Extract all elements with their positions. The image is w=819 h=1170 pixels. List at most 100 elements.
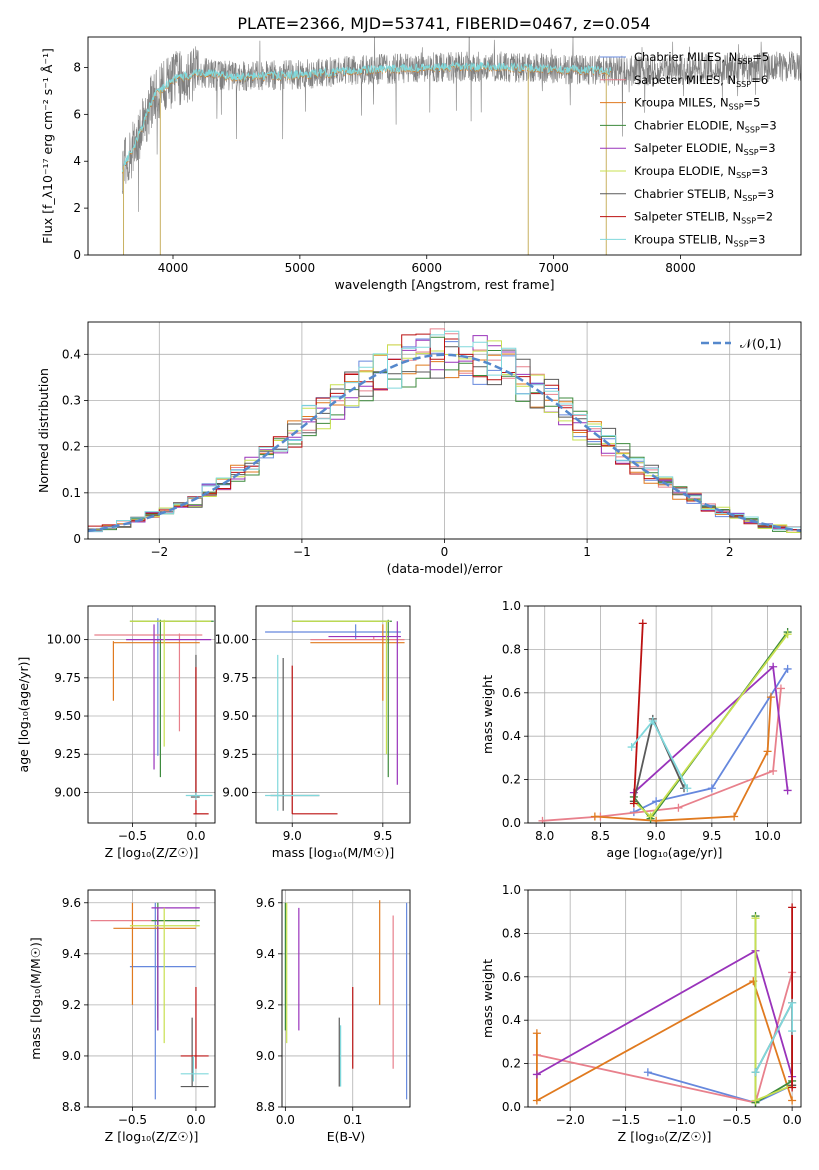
series-marker (788, 1027, 797, 1036)
panels: 4000 5000 6000 7000 8000 0 2 4 6 8 wavelength [Ang… (16, 36, 802, 1144)
y-tick-label: 9.0 (62, 1049, 81, 1063)
y-tick-label: 9.50 (54, 709, 81, 723)
mass-vs-Z-panel: −0.5 0.0 8.8 9.0 9.2 9.4 9.6 Z [log₁₀(Z/Z☉)] mas… (28, 889, 216, 1144)
weight-vs-age-panel: 8.0 8.5 9.0 9.5 10.0 0.0 0.2 0.4 0.6 0.8 1.0 age [l… (480, 599, 802, 860)
y-axis-label: mass weight (480, 675, 495, 754)
y-tick-label: 0.8 (502, 642, 521, 656)
x-tick-label: 0.0 (783, 1113, 802, 1127)
figure-title: PLATE=2366, MJD=53741, FIBERID=0467, z=0… (237, 14, 650, 33)
y-tick-label: 9.6 (62, 896, 81, 910)
y-tick-label: 9.2 (256, 998, 275, 1012)
series-marker (751, 1096, 760, 1105)
axes-frame (527, 605, 802, 824)
weight-vs-Z-panel: −2.0 −1.5 −1.0 −0.5 0.0 0.0 0.2 0.4 0.6 0.8 1.0 Z [… (480, 883, 802, 1144)
series-line (594, 697, 772, 822)
series-marker (652, 816, 661, 823)
series-marker (627, 743, 636, 752)
y-tick-label: 0.2 (502, 1057, 521, 1071)
y-tick-label: 8 (73, 60, 81, 74)
model-spectrum-line (121, 61, 612, 173)
series-marker (629, 799, 638, 808)
legend-entry: Salpeter ELODIE, NSSP=3 (634, 141, 776, 157)
y-axis-label: mass weight (480, 959, 495, 1038)
series-marker (788, 903, 797, 912)
spectrum-panel: 4000 5000 6000 7000 8000 0 2 4 6 8 wavelength [Ang… (40, 36, 802, 292)
y-tick-label: 0.4 (502, 729, 521, 743)
y-tick-label: 9.25 (54, 747, 81, 761)
weight-lines (532, 903, 797, 1107)
legend-entry: Kroupa MILES, NSSP=5 (634, 96, 760, 112)
x-tick-label: 0.0 (186, 1113, 205, 1127)
x-axis-label: E(B-V) (327, 1129, 366, 1144)
x-tick-label: −0.5 (118, 829, 147, 843)
age-vs-Z-panel: −0.5 0.0 9.00 9.25 9.50 9.75 10.00 Z [log₁₀(Z/Z… (16, 605, 216, 860)
y-tick-label: 0.4 (62, 347, 81, 361)
y-tick-label: 9.75 (222, 671, 249, 685)
x-tick-label: 0.0 (276, 1113, 295, 1127)
series-marker (532, 1096, 541, 1105)
x-tick-label: 9.0 (647, 829, 666, 843)
axes-frame (87, 889, 216, 1108)
y-axis-label: mass [log₁₀(M/M☉)] (28, 937, 43, 1059)
x-tick-label: −1.5 (611, 1113, 640, 1127)
x-axis-label: (data-model)/error (387, 561, 504, 576)
y-axis-label: Normed distribution (36, 368, 51, 493)
x-tick-label: 9.0 (283, 829, 302, 843)
series-marker (751, 914, 760, 923)
y-tick-label: 8.8 (256, 1100, 275, 1114)
series-line (536, 949, 793, 1077)
y-tick-label: 2 (73, 201, 81, 215)
y-tick-label: 9.4 (256, 947, 275, 961)
x-tick-label: 4000 (158, 261, 189, 275)
series-marker (648, 717, 657, 726)
y-tick-label: 0.1 (62, 486, 81, 500)
y-axis-label: age [log₁₀(age/yr)] (16, 657, 31, 773)
x-tick-label: 1 (583, 545, 591, 559)
axes-frame (87, 605, 216, 824)
legend-entry: Salpeter MILES, NSSP=6 (634, 73, 768, 89)
y-tick-label: 0.6 (502, 970, 521, 984)
age-vs-mass-panel: 9.0 9.5 9.00 9.25 9.50 9.75 10.00 mass [log₁₀(M… (215, 605, 411, 860)
series-marker (751, 1068, 760, 1077)
series-marker (776, 684, 785, 693)
x-axis-label: age [log₁₀(age/yr)] (607, 845, 723, 860)
series-marker (783, 664, 792, 673)
y-tick-label: 0.2 (502, 773, 521, 787)
x-tick-label: 0.0 (186, 829, 205, 843)
series-line (754, 916, 793, 1105)
series-marker (674, 803, 683, 812)
x-tick-label: −2 (150, 545, 168, 559)
series-line (754, 918, 793, 1102)
series-marker (783, 786, 792, 795)
x-tick-label: −2.0 (556, 1113, 585, 1127)
y-tick-label: 1.0 (502, 883, 521, 897)
series-line (633, 631, 789, 821)
x-tick-label: 5000 (285, 261, 316, 275)
y-tick-label: 0.8 (502, 926, 521, 940)
y-tick-label: 8.8 (62, 1100, 81, 1114)
errorbars (284, 900, 408, 1100)
x-tick-label: −0.5 (722, 1113, 751, 1127)
y-tick-label: 4 (73, 154, 81, 168)
x-axis-label: wavelength [Angstrom, rest frame] (334, 277, 554, 292)
y-tick-label: 0.6 (502, 686, 521, 700)
y-tick-label: 9.4 (62, 947, 81, 961)
x-axis-label: Z [log₁₀(Z/Z☉)] (105, 845, 199, 860)
y-tick-label: 0.2 (62, 440, 81, 454)
axes-frame (527, 889, 802, 1108)
y-tick-label: 9.00 (54, 785, 81, 799)
axes-frame (281, 889, 411, 1108)
x-tick-label: −0.5 (118, 1113, 147, 1127)
series-line (633, 668, 789, 813)
y-tick-label: 0.3 (62, 393, 81, 407)
x-tick-label: 8000 (665, 261, 696, 275)
series-marker (646, 812, 655, 821)
legend-entry: Kroupa STELIB, NSSP=3 (634, 232, 765, 248)
x-tick-label: −1.0 (667, 1113, 696, 1127)
weight-lines (538, 619, 792, 823)
series-marker (766, 693, 775, 702)
series-line (647, 1071, 793, 1104)
x-tick-label: 8.0 (535, 829, 554, 843)
y-tick-label: 0.0 (502, 1100, 521, 1114)
